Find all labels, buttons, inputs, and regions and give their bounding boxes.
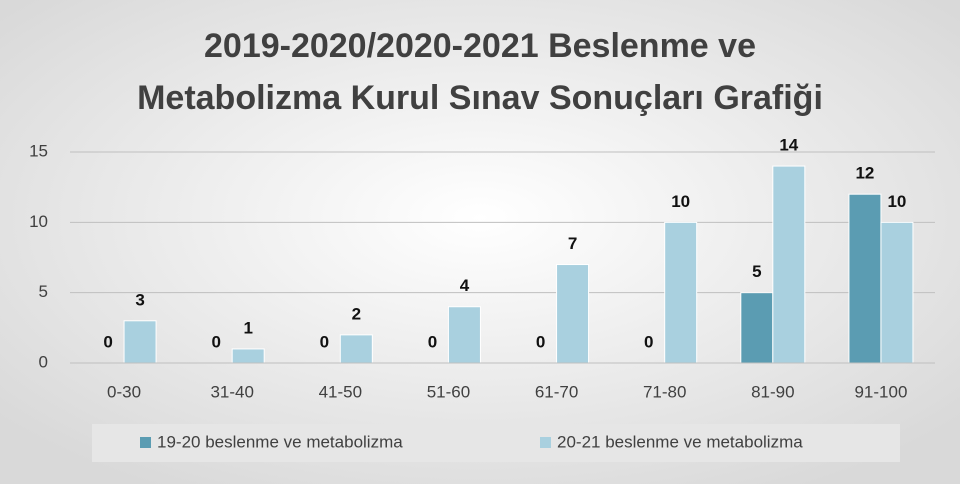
legend-swatch [140, 437, 151, 448]
y-tick-label: 0 [39, 352, 48, 371]
bar [772, 165, 806, 364]
data-label: 14 [779, 136, 798, 155]
y-tick-label: 5 [39, 282, 48, 301]
x-tick-label: 71-80 [643, 382, 686, 401]
legend-box [92, 424, 900, 462]
chart-title: Metabolizma Kurul Sınav Sonuçları Grafiğ… [137, 79, 823, 117]
legend-label: 20-21 beslenme ve metabolizma [557, 432, 803, 451]
bar [447, 306, 481, 364]
x-tick-label: 91-100 [854, 382, 907, 401]
bar [880, 221, 914, 364]
data-label: 0 [428, 332, 437, 351]
data-label: 0 [320, 332, 329, 351]
bar [848, 193, 882, 364]
x-tick-label: 41-50 [319, 382, 362, 401]
data-label: 10 [887, 192, 906, 211]
bar [339, 334, 373, 364]
x-tick-label: 0-30 [107, 382, 141, 401]
data-label: 4 [460, 276, 470, 295]
bar [123, 320, 157, 364]
data-label: 7 [568, 234, 577, 253]
x-tick-label: 31-40 [210, 382, 253, 401]
x-tick-label: 81-90 [751, 382, 794, 401]
bar [664, 221, 698, 364]
data-label: 0 [536, 332, 545, 351]
bar [556, 264, 590, 364]
x-tick-label: 61-70 [535, 382, 578, 401]
data-label: 0 [644, 332, 653, 351]
bar [231, 348, 265, 364]
data-label: 5 [752, 262, 761, 281]
bar [740, 292, 774, 364]
data-label: 2 [352, 304, 361, 323]
data-label: 3 [135, 290, 144, 309]
data-label: 10 [671, 192, 690, 211]
data-label: 0 [211, 332, 220, 351]
data-label: 0 [103, 332, 112, 351]
legend-label: 19-20 beslenme ve metabolizma [157, 432, 403, 451]
x-tick-label: 51-60 [427, 382, 470, 401]
y-tick-label: 15 [29, 141, 48, 160]
data-label: 12 [855, 164, 874, 183]
chart-title: 2019-2020/2020-2021 Beslenme ve [204, 27, 756, 65]
y-tick-label: 10 [29, 212, 48, 231]
data-label: 1 [243, 318, 252, 337]
legend-swatch [540, 437, 551, 448]
